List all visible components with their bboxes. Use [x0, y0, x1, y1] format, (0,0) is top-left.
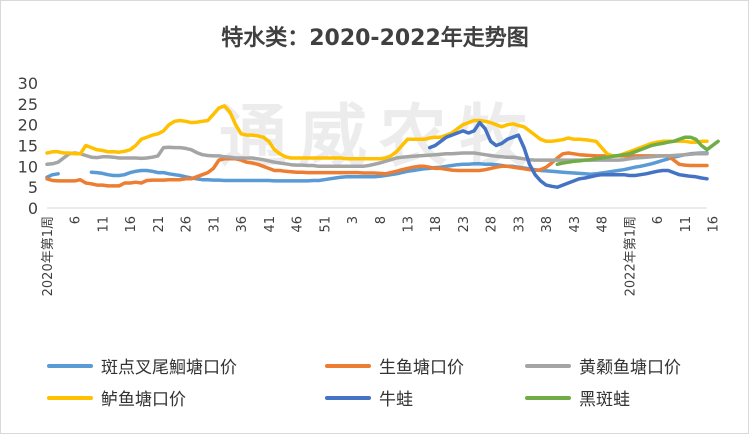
x-tick-label: 2020年第1周 — [41, 216, 56, 296]
legend-label: 生鱼塘口价 — [379, 358, 464, 378]
legend-item: 鲈鱼塘口价 — [47, 385, 186, 410]
x-tick-label: 16 — [124, 216, 139, 233]
legend-item: 黄颡鱼塘口价 — [525, 353, 681, 378]
x-tick-label: 6 — [69, 216, 84, 224]
series-line — [427, 120, 709, 189]
x-tick-label: 38 — [540, 216, 555, 233]
x-tick-label: 21 — [152, 216, 167, 233]
legend-swatch — [525, 395, 571, 400]
series-line — [555, 135, 720, 167]
x-tick-label: 16 — [707, 216, 722, 233]
legend-swatch — [325, 363, 371, 368]
x-tick-label: 6 — [651, 216, 666, 224]
x-tick-label: 48 — [596, 216, 611, 233]
y-tick-label: 0 — [28, 199, 38, 218]
legend-item: 牛蛙 — [325, 385, 413, 410]
y-tick-label: 10 — [18, 157, 38, 176]
y-tick-label: 25 — [18, 95, 38, 114]
legend-swatch — [47, 363, 93, 368]
series-line — [45, 151, 709, 188]
legend-label: 斑点叉尾鮰塘口价 — [101, 358, 237, 378]
x-tick-label: 28 — [485, 216, 500, 233]
legend-label: 黄颡鱼塘口价 — [579, 358, 681, 378]
legend-swatch — [325, 395, 371, 400]
x-tick-label: 13 — [402, 216, 417, 233]
x-tick-label: 51 — [318, 216, 333, 233]
x-tick-label: 46 — [291, 216, 306, 233]
legend-item: 斑点叉尾鮰塘口价 — [47, 353, 237, 378]
x-tick-label: 36 — [235, 216, 250, 233]
legend-item: 生鱼塘口价 — [325, 353, 464, 378]
x-tick-label: 33 — [512, 216, 527, 233]
legend-swatch — [47, 395, 93, 400]
x-tick-label: 3 — [346, 216, 361, 224]
legend-label: 黑斑蛙 — [579, 390, 630, 410]
y-tick-label: 5 — [28, 178, 38, 197]
x-tick-label: 43 — [568, 216, 583, 233]
legend-item: 黑斑蛙 — [525, 385, 630, 410]
x-tick-label: 2022年第1周 — [623, 216, 638, 296]
x-tick-label: 23 — [457, 216, 472, 233]
x-tick-label: 11 — [679, 216, 694, 233]
y-tick-label: 30 — [18, 74, 38, 93]
x-tick-label: 11 — [96, 216, 111, 233]
x-tick-label: 26 — [180, 216, 195, 233]
x-tick-label: 41 — [263, 216, 278, 233]
y-tick-label: 15 — [18, 137, 38, 156]
y-tick-label: 20 — [18, 116, 38, 135]
x-tick-label: 31 — [207, 216, 222, 233]
series-line — [45, 104, 709, 161]
legend-label: 牛蛙 — [379, 390, 413, 410]
chart-title: 特水类：2020-2022年走势图 — [221, 25, 529, 51]
x-tick-label: 8 — [374, 216, 389, 224]
legend-swatch — [525, 363, 571, 368]
x-tick-label: 18 — [429, 216, 444, 233]
legend-label: 鲈鱼塘口价 — [101, 390, 186, 410]
